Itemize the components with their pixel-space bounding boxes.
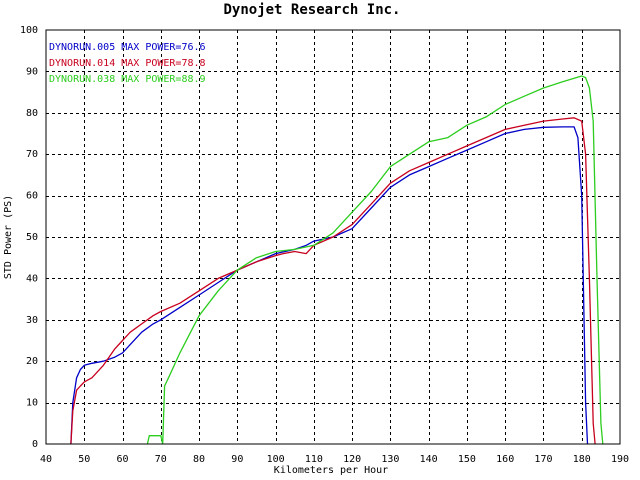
- y-axis-label: STD Power (PS): [3, 195, 14, 279]
- x-tick-label: 90: [231, 454, 243, 465]
- y-tick-label: 50: [26, 232, 38, 243]
- x-tick-label: 130: [381, 454, 399, 465]
- x-tick-label: 60: [117, 454, 129, 465]
- y-tick-labels: 0 10 20 30 40 50 60 70 80 90 100: [20, 25, 38, 450]
- y-tick-label: 30: [26, 315, 38, 326]
- x-axis-label: Kilometers per Hour: [274, 465, 388, 476]
- y-tick-label: 40: [26, 273, 38, 284]
- x-tick-label: 180: [573, 454, 591, 465]
- legend: DYNORUN.005 MAX POWER=76.6 DYNORUN.014 MA…: [49, 42, 206, 85]
- x-tick-label: 150: [458, 454, 476, 465]
- series-line-dynorun-038: [146, 75, 604, 445]
- series-lines: [70, 75, 604, 445]
- y-tick-label: 0: [32, 439, 38, 450]
- x-tick-label: 140: [420, 454, 438, 465]
- x-tick-label: 190: [611, 454, 629, 465]
- y-tick-label: 90: [26, 66, 38, 77]
- series-line-dynorun-005: [70, 126, 589, 445]
- x-tick-labels: 40 50 60 70 80 90 100 110 120 130 140 150 160 170 180 1…: [40, 454, 629, 465]
- legend-entry-dynorun-038: DYNORUN.038 MAX POWER=88.9: [49, 74, 206, 85]
- x-tick-label: 120: [343, 454, 361, 465]
- y-tick-label: 100: [20, 25, 38, 36]
- chart-title: Dynojet Research Inc.: [223, 2, 400, 18]
- plot-frame: [45, 29, 621, 445]
- y-tick-label: 20: [26, 356, 38, 367]
- y-tick-label: 10: [26, 398, 38, 409]
- legend-entry-dynorun-005: DYNORUN.005 MAX POWER=76.6: [49, 42, 206, 53]
- y-tick-label: 70: [26, 149, 38, 160]
- y-tick-label: 80: [26, 108, 38, 119]
- y-tick-label: 60: [26, 191, 38, 202]
- legend-entry-dynorun-014: DYNORUN.014 MAX POWER=78.8: [49, 58, 206, 69]
- series-line-dynorun-014: [70, 117, 596, 445]
- x-tick-label: 100: [267, 454, 285, 465]
- x-tick-label: 70: [155, 454, 167, 465]
- x-tick-label: 160: [496, 454, 514, 465]
- x-tick-label: 110: [305, 454, 323, 465]
- x-tick-label: 170: [534, 454, 552, 465]
- x-tick-label: 40: [40, 454, 52, 465]
- x-tick-label: 50: [78, 454, 90, 465]
- x-tick-label: 80: [193, 454, 205, 465]
